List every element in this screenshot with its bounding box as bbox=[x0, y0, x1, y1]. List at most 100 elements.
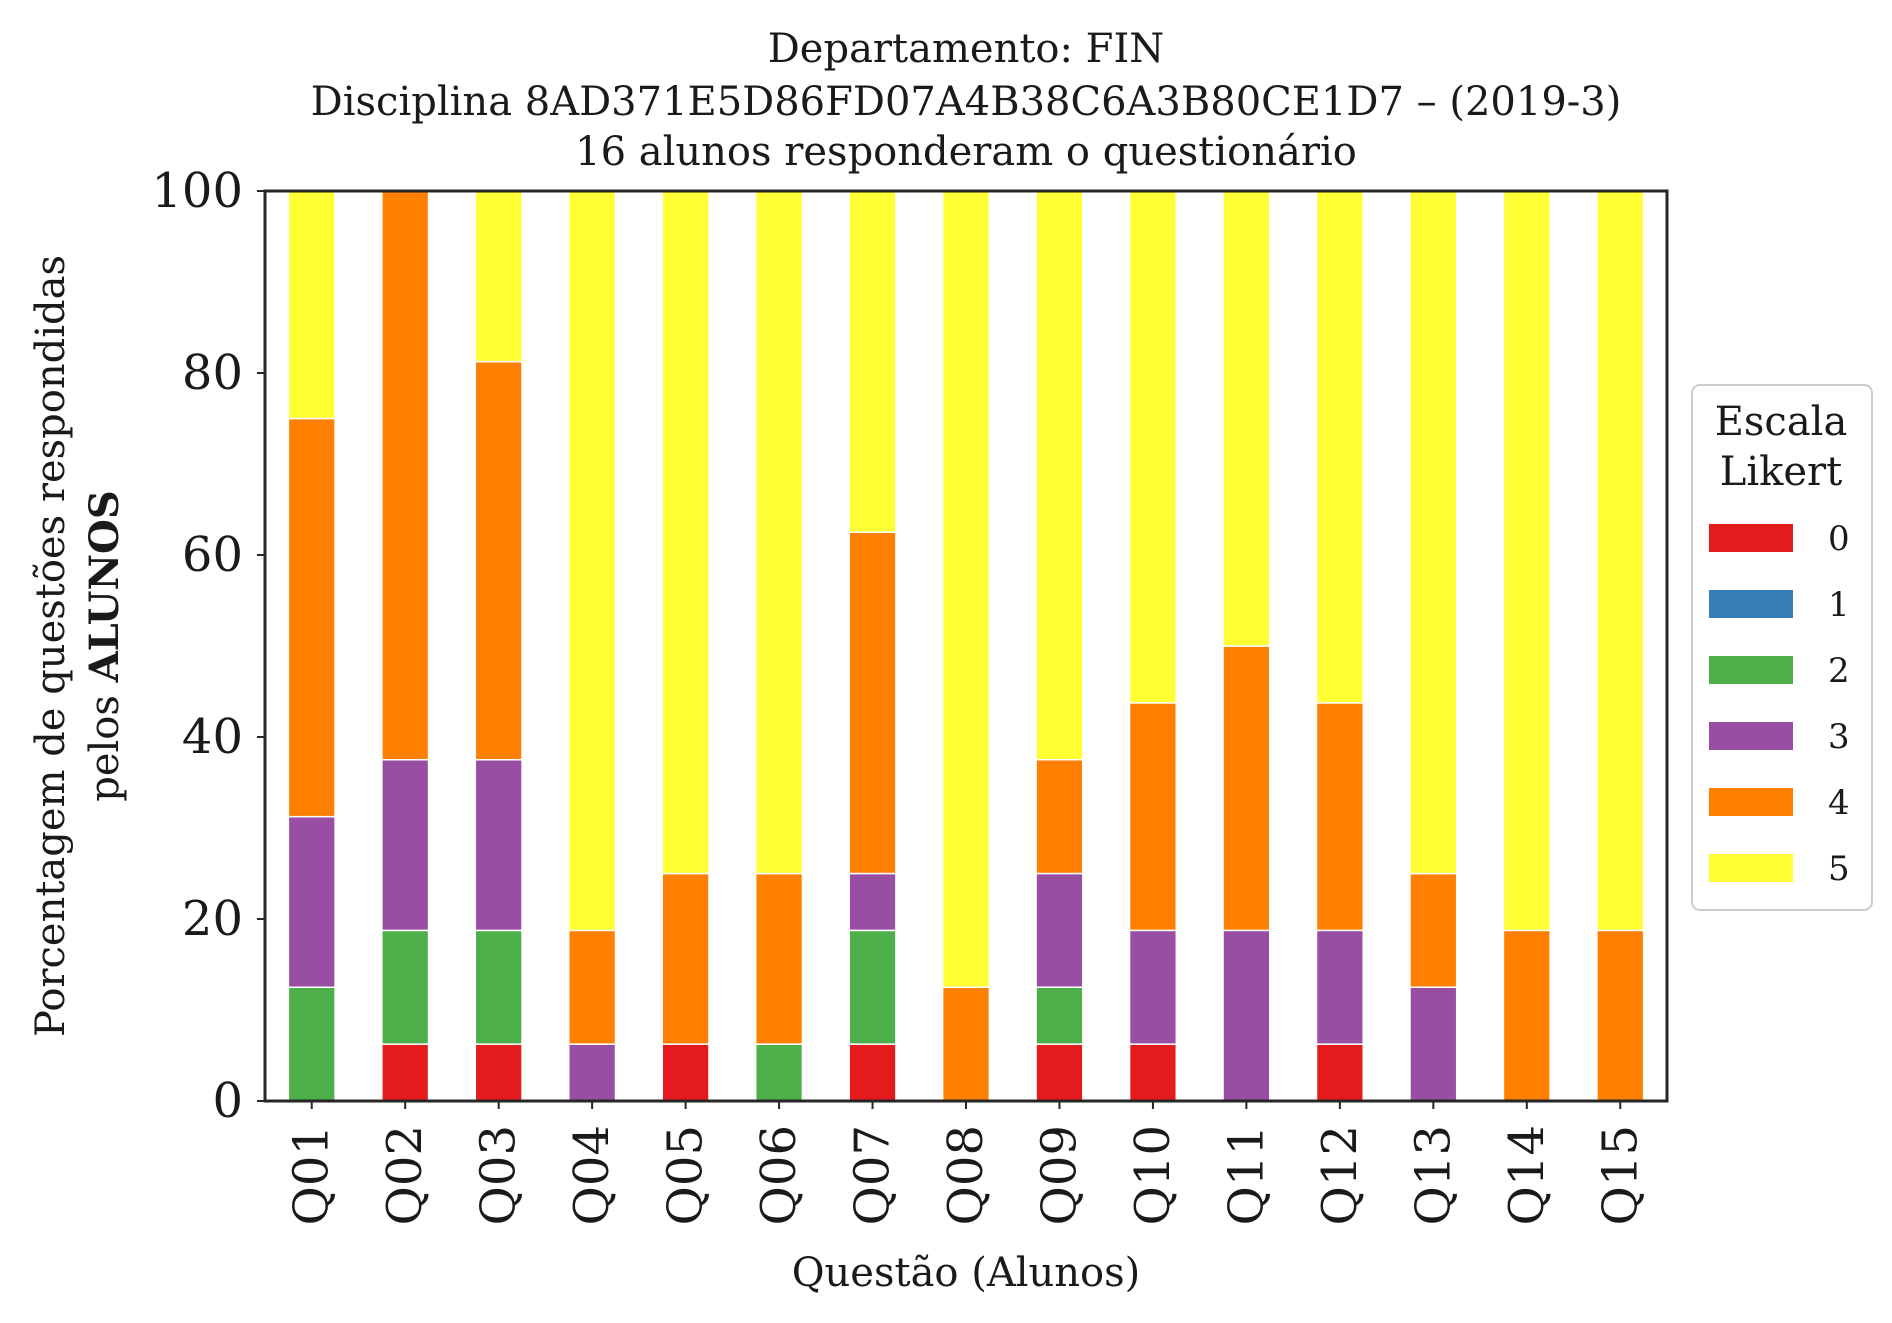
bar-q12-likert-5 bbox=[1315, 190, 1364, 704]
bar-q03-likert-2 bbox=[474, 929, 523, 1045]
x-tick-label-q06: Q06 bbox=[751, 1125, 807, 1225]
bar-q13-likert-5 bbox=[1409, 190, 1458, 875]
bar-q11-likert-3 bbox=[1222, 929, 1271, 1102]
bar-q01-likert-5 bbox=[287, 190, 336, 420]
bars-layer bbox=[287, 190, 1645, 1102]
bar-q11-likert-5 bbox=[1222, 190, 1271, 647]
legend-frame bbox=[1691, 384, 1873, 911]
legend-swatch-1 bbox=[1709, 590, 1793, 618]
bar-q07-likert-5 bbox=[848, 190, 897, 533]
legend-label-5: 5 bbox=[1828, 849, 1850, 889]
bar-q12-likert-0 bbox=[1315, 1043, 1364, 1102]
bar-q09-likert-0 bbox=[1035, 1043, 1084, 1102]
plot-frame bbox=[263, 189, 1669, 1103]
x-tick-label-q03: Q03 bbox=[471, 1125, 527, 1225]
title-line-3: 16 alunos responderam o questionário bbox=[575, 129, 1357, 175]
bar-q14-likert-5 bbox=[1502, 190, 1551, 932]
bar-q02-likert-2 bbox=[381, 929, 430, 1045]
title-line-2: Disciplina 8AD371E5D86FD07A4B38C6A3B80CE… bbox=[311, 79, 1622, 125]
bar-q09-likert-3 bbox=[1035, 872, 1084, 988]
chart-title: Departamento: FIN Disciplina 8AD371E5D86… bbox=[311, 26, 1622, 175]
bar-q12-likert-4 bbox=[1315, 702, 1364, 932]
x-axis-ticks: Q01 Q02 Q03 Q04 Q05 Q06 Q07 Q08 Q09 Q10 Q11 Q12 Q13 Q… bbox=[284, 1101, 1648, 1225]
bar-q11-likert-4 bbox=[1222, 645, 1271, 932]
x-tick-label-q11: Q11 bbox=[1218, 1125, 1274, 1225]
y-tick-label-5: 100 bbox=[151, 163, 243, 219]
legend-label-2: 2 bbox=[1828, 651, 1850, 691]
bar-q13-likert-4 bbox=[1409, 872, 1458, 988]
y-axis-label-prefix: pelos bbox=[82, 682, 128, 801]
bar-q12-likert-3 bbox=[1315, 929, 1364, 1045]
legend-swatch-5 bbox=[1709, 854, 1793, 882]
bar-q15-likert-4 bbox=[1596, 929, 1645, 1102]
bar-q08-likert-4 bbox=[941, 986, 991, 1102]
y-tick-label-1: 20 bbox=[182, 891, 243, 947]
bar-q10-likert-3 bbox=[1128, 929, 1178, 1045]
y-axis-label-bold: ALUNOS bbox=[81, 490, 128, 683]
x-tick-label-q04: Q04 bbox=[564, 1125, 620, 1225]
x-tick-label-q12: Q12 bbox=[1312, 1125, 1368, 1225]
x-tick-label-q08: Q08 bbox=[938, 1125, 994, 1225]
bar-q02-likert-4 bbox=[381, 190, 430, 761]
bar-q03-likert-4 bbox=[474, 360, 523, 761]
bar-q15-likert-5 bbox=[1596, 190, 1645, 932]
bar-q04-likert-5 bbox=[568, 190, 617, 932]
legend-swatch-2 bbox=[1709, 656, 1793, 684]
y-tick-label-2: 40 bbox=[182, 709, 243, 765]
bar-q07-likert-0 bbox=[848, 1043, 897, 1102]
y-axis-ticks: 0 20 40 60 80 100 bbox=[151, 163, 265, 1129]
bar-q07-likert-2 bbox=[848, 929, 897, 1045]
y-axis-label-line-2: pelos ALUNOS bbox=[81, 490, 128, 802]
legend-label-3: 3 bbox=[1828, 717, 1850, 757]
bar-q07-likert-3 bbox=[848, 872, 897, 932]
bar-q05-likert-4 bbox=[661, 872, 710, 1045]
x-tick-label-q14: Q14 bbox=[1499, 1125, 1555, 1225]
x-tick-label-q01: Q01 bbox=[284, 1125, 340, 1225]
bar-q09-likert-5 bbox=[1035, 190, 1084, 761]
bar-q07-likert-4 bbox=[848, 531, 897, 875]
bar-q10-likert-0 bbox=[1128, 1043, 1178, 1102]
bar-q10-likert-5 bbox=[1128, 190, 1178, 704]
legend-title-line-2: Likert bbox=[1720, 449, 1842, 495]
x-tick-label-q15: Q15 bbox=[1592, 1125, 1648, 1225]
legend-label-0: 0 bbox=[1828, 519, 1850, 559]
bar-q05-likert-0 bbox=[661, 1043, 710, 1102]
bar-q02-likert-3 bbox=[381, 759, 430, 932]
bar-q08-likert-5 bbox=[941, 190, 991, 988]
y-tick-label-0: 0 bbox=[212, 1073, 243, 1129]
bar-q13-likert-3 bbox=[1409, 986, 1458, 1102]
bar-q06-likert-4 bbox=[754, 872, 804, 1045]
bar-q03-likert-3 bbox=[474, 759, 523, 932]
bar-q04-likert-4 bbox=[568, 929, 617, 1045]
x-tick-label-q13: Q13 bbox=[1405, 1125, 1461, 1225]
bar-q02-likert-0 bbox=[381, 1043, 430, 1102]
bar-q14-likert-4 bbox=[1502, 929, 1551, 1102]
bar-q01-likert-3 bbox=[287, 815, 336, 989]
legend-swatch-3 bbox=[1709, 722, 1793, 750]
bar-q06-likert-5 bbox=[754, 190, 804, 875]
bar-q10-likert-4 bbox=[1128, 702, 1178, 932]
y-tick-label-4: 80 bbox=[182, 345, 243, 401]
legend-label-1: 1 bbox=[1828, 585, 1850, 625]
x-tick-label-q05: Q05 bbox=[658, 1125, 714, 1225]
bar-q09-likert-4 bbox=[1035, 759, 1084, 875]
bar-q05-likert-5 bbox=[661, 190, 710, 875]
y-tick-label-3: 60 bbox=[182, 527, 243, 583]
bar-q03-likert-0 bbox=[474, 1043, 523, 1102]
legend-label-4: 4 bbox=[1828, 783, 1850, 823]
legend-swatch-4 bbox=[1709, 788, 1793, 816]
legend: Escala Likert 0 1 2 3 4 5 bbox=[1691, 384, 1873, 911]
title-line-1: Departamento: FIN bbox=[768, 26, 1165, 72]
bar-q01-likert-2 bbox=[287, 986, 336, 1102]
y-axis-label-line-1: Porcentagem de questões respondidas bbox=[28, 255, 74, 1037]
legend-items: 0 1 2 3 4 5 bbox=[1709, 519, 1850, 889]
x-tick-label-q02: Q02 bbox=[377, 1125, 433, 1225]
bar-q01-likert-4 bbox=[287, 417, 336, 818]
legend-title-line-1: Escala bbox=[1715, 399, 1848, 445]
x-axis-label: Questão (Alunos) bbox=[792, 1250, 1141, 1296]
bar-q04-likert-3 bbox=[568, 1043, 617, 1102]
bar-q09-likert-2 bbox=[1035, 986, 1084, 1045]
y-axis-label: Porcentagem de questões respondidas pelo… bbox=[28, 255, 128, 1037]
legend-swatch-0 bbox=[1709, 524, 1793, 552]
